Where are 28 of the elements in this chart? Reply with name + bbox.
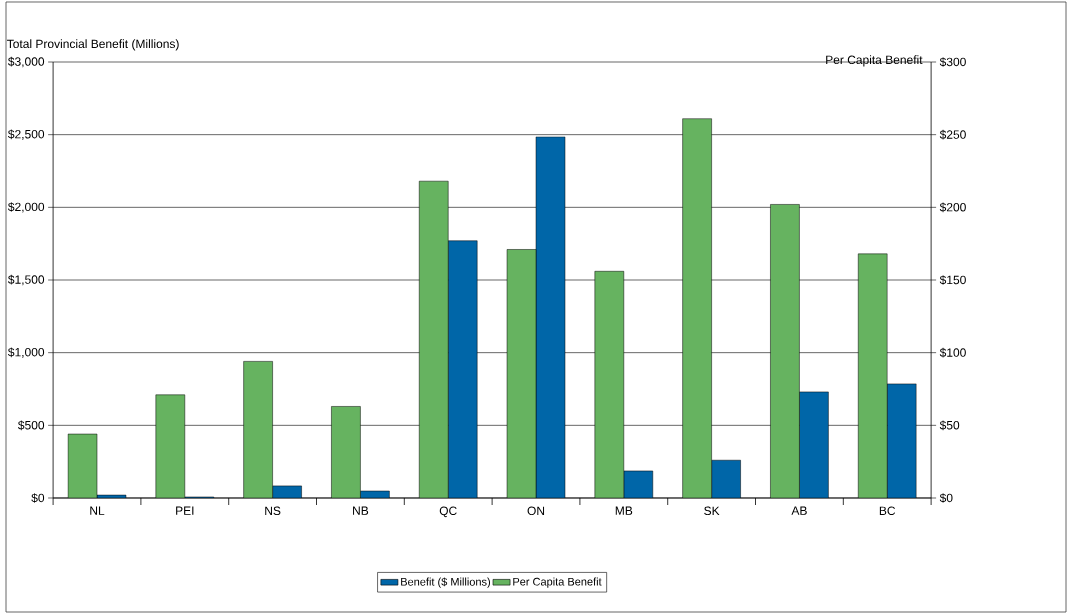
x-tick-label: PEI: [176, 506, 194, 515]
y2-axis-title: Per Capita Benefit: [826, 55, 923, 67]
x-tick-label: SK: [704, 506, 720, 516]
legend-label: Per Capita Benefit: [513, 577, 602, 588]
y-tick-label: $1,000: [7, 347, 45, 358]
y-tick-label: $2,500: [7, 129, 45, 140]
y-tick-label: $500: [18, 420, 45, 431]
x-tick-label: BC: [879, 506, 896, 516]
x-tick-label: NB: [353, 506, 369, 515]
y-tick-label: $2,000: [7, 202, 45, 213]
y-tick-label: $0: [31, 493, 45, 503]
y2-tick-label: $150: [939, 275, 966, 285]
y-axis-title: Total Provincial Benefit (Millions): [7, 39, 179, 51]
x-tick-label: NS: [265, 506, 281, 516]
y-tick-label: $3,000: [7, 56, 45, 68]
x-tick-label: ON: [527, 506, 545, 516]
y2-tick-label: $300: [939, 57, 966, 67]
x-tick-label: AB: [791, 506, 807, 515]
y2-tick-label: $200: [939, 202, 966, 213]
y-tick-label: $1,500: [7, 274, 45, 286]
y2-tick-label: $250: [939, 129, 966, 140]
x-tick-label: NL: [90, 506, 105, 515]
x-tick-label: MB: [615, 506, 633, 515]
y2-tick-label: $0: [939, 493, 953, 503]
legend-label: Benefit ($ Millions): [401, 577, 490, 588]
y2-tick-label: $100: [939, 347, 966, 358]
x-tick-label: QC: [439, 506, 457, 518]
y2-tick-label: $50: [939, 420, 960, 431]
